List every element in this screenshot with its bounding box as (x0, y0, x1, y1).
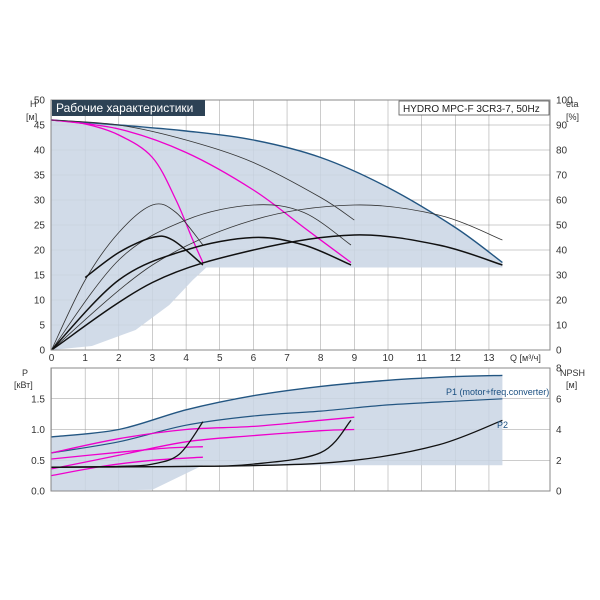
h-tick-label: 50 (34, 96, 46, 107)
p-tick-label: 0.5 (31, 456, 45, 467)
eta-tick-label: 0 (556, 346, 562, 357)
eta-tick-label: 70 (556, 171, 568, 182)
p2-series-label: P2 (497, 420, 508, 430)
title-banner (52, 100, 205, 116)
head-partial-qh-curve (51, 119, 352, 264)
npsh-axis-symbol: NPSH (560, 368, 585, 378)
npsh-axis-unit: [м] (566, 380, 577, 390)
head-thin-qh-curve (51, 119, 355, 221)
q-tick-label: 13 (483, 353, 495, 364)
npsh-tick-label: 6 (556, 394, 562, 405)
h-axis-unit: [м] (26, 112, 37, 122)
p-tick-label: 0.0 (31, 487, 45, 498)
eta-tick-label: 50 (556, 221, 568, 232)
head-thin-eta-curve (51, 204, 352, 351)
head-eta-curve (50, 236, 352, 351)
q-tick-label: 9 (352, 353, 358, 364)
h-tick-label: 45 (34, 121, 46, 132)
eta-axis-unit: [%] (566, 112, 579, 122)
q-tick-label: 2 (116, 353, 122, 364)
h-tick-label: 20 (34, 246, 46, 257)
q-tick-label: 10 (382, 353, 394, 364)
eta-tick-label: 60 (556, 196, 568, 207)
eta-tick-label: 30 (556, 271, 568, 282)
h-tick-label: 35 (34, 171, 46, 182)
q-tick-label: 0 (49, 353, 55, 364)
q-tick-label: 6 (251, 353, 257, 364)
power-npsh-curve (51, 419, 503, 468)
head-panel-frame (50, 99, 551, 351)
power-partial-p-curve (51, 456, 203, 477)
q-tick-label: 3 (150, 353, 156, 364)
power-envelope-curve (51, 374, 503, 438)
head-efficiency-series (50, 119, 503, 351)
h-tick-label: 0 (39, 346, 45, 357)
power-partial-p-curve (51, 428, 355, 470)
power-partial-p-curve (51, 416, 355, 454)
q-tick-label: 12 (450, 353, 462, 364)
q-tick-label: 8 (318, 353, 324, 364)
p1-series-label: P1 (motor+freq.converter) (446, 387, 549, 397)
q-tick-label: 5 (217, 353, 223, 364)
head-eta-curve (84, 235, 204, 279)
p-axis-unit: [кВт] (14, 380, 33, 390)
npsh-tick-label: 0 (556, 487, 562, 498)
eta-tick-label: 80 (556, 146, 568, 157)
q-tick-label: 1 (82, 353, 88, 364)
power-npsh-series (51, 374, 503, 491)
power-panel-frame (50, 367, 551, 492)
eta-tick-label: 10 (556, 321, 568, 332)
head-eta-curve (51, 234, 503, 351)
chart-title: Рабочие характеристики (56, 101, 193, 115)
q-axis-label: Q [м³/ч] (510, 353, 541, 363)
head-envelope-area (51, 120, 503, 350)
p-tick-label: 1.0 (31, 425, 45, 436)
npsh-tick-label: 4 (556, 425, 562, 436)
h-axis-symbol: H (30, 99, 37, 109)
eta-axis-symbol: eta (566, 99, 579, 109)
power-partial-p-curve (51, 446, 203, 460)
npsh-tick-label: 8 (556, 364, 562, 375)
h-tick-label: 5 (39, 321, 45, 332)
h-tick-label: 10 (34, 296, 46, 307)
model-label: HYDRO MPC-F 3CR3-7, 50Hz (403, 104, 540, 115)
tick-labels: 0 1 2 3 4 5 6 7 8 9 10 11 12 130510152025303540455001… (31, 96, 573, 498)
h-tick-label: 30 (34, 196, 46, 207)
eta-tick-label: 100 (556, 96, 573, 107)
p-tick-label: 1.5 (31, 394, 45, 405)
model-box (398, 100, 550, 116)
q-tick-label: 4 (183, 353, 189, 364)
npsh-tick-label: 2 (556, 456, 562, 467)
power-p2-curve (51, 398, 503, 454)
eta-tick-label: 40 (556, 246, 568, 257)
h-tick-label: 15 (34, 271, 46, 282)
eta-tick-label: 90 (556, 121, 568, 132)
head-thin-eta-curve (51, 203, 204, 351)
p-axis-symbol: P (22, 368, 28, 378)
q-tick-label: 7 (284, 353, 290, 364)
q-tick-label: 11 (416, 353, 427, 364)
h-tick-label: 25 (34, 221, 46, 232)
head-thin-eta-curve (51, 204, 503, 351)
eta-tick-label: 20 (556, 296, 568, 307)
h-tick-label: 40 (34, 146, 46, 157)
